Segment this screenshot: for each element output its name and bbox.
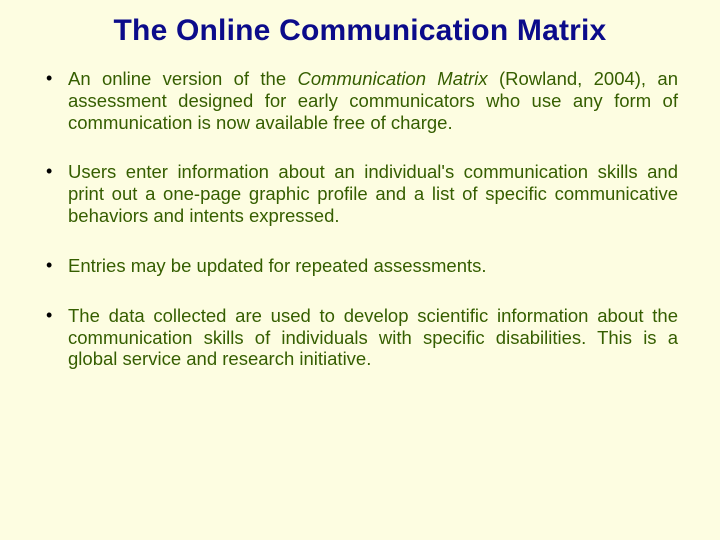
bullet-list: An online version of the Communication M… [42, 68, 678, 370]
slide-title: The Online Communication Matrix [42, 14, 678, 48]
bullet-item: The data collected are used to develop s… [42, 305, 678, 370]
bullet-item: Entries may be updated for repeated asse… [42, 255, 678, 277]
bullet-text-prefix: Entries may be updated for repeated asse… [68, 255, 487, 276]
bullet-text-prefix: Users enter information about an individ… [68, 161, 678, 226]
bullet-item: Users enter information about an individ… [42, 161, 678, 226]
bullet-text-prefix: An online version of the [68, 68, 297, 89]
bullet-item: An online version of the Communication M… [42, 68, 678, 133]
bullet-text-italic: Communication Matrix [297, 68, 487, 89]
bullet-text-prefix: The data collected are used to develop s… [68, 305, 678, 370]
slide: The Online Communication Matrix An onlin… [0, 0, 720, 540]
